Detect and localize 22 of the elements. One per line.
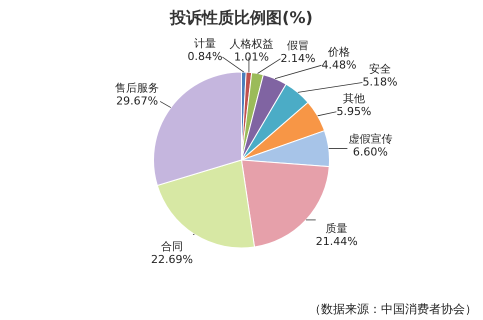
slice-label: 其他 — [342, 92, 365, 105]
slice-label: 价格 — [326, 45, 350, 58]
data-label: 1.01% — [234, 50, 269, 64]
slice-label: 质量 — [326, 222, 348, 235]
data-label: 6.60% — [352, 146, 388, 159]
chart-title: 投诉性质比例图(%) — [169, 8, 313, 27]
slice-label: 售后服务 — [115, 81, 160, 94]
slice-label: 安全 — [368, 62, 391, 76]
slice-label: 虚假宣传 — [348, 132, 392, 146]
slice-label: 人格权益 — [229, 37, 274, 50]
slice-label: 假冒 — [286, 38, 309, 52]
text: （数据来源：中国消费者协会） — [309, 302, 477, 316]
data-label: 4.48% — [321, 58, 356, 72]
data-label: 22.69% — [150, 252, 193, 266]
data-label: 5.18% — [362, 76, 398, 89]
data-label: 2.14% — [280, 52, 316, 65]
slice-label: 计量 — [194, 37, 216, 50]
data-label: 21.44% — [316, 234, 358, 248]
slice-label: 合同 — [160, 240, 183, 253]
data-label: 5.95% — [336, 104, 372, 118]
data-label: 29.67% — [116, 94, 158, 108]
data-label: 0.84% — [187, 50, 222, 64]
